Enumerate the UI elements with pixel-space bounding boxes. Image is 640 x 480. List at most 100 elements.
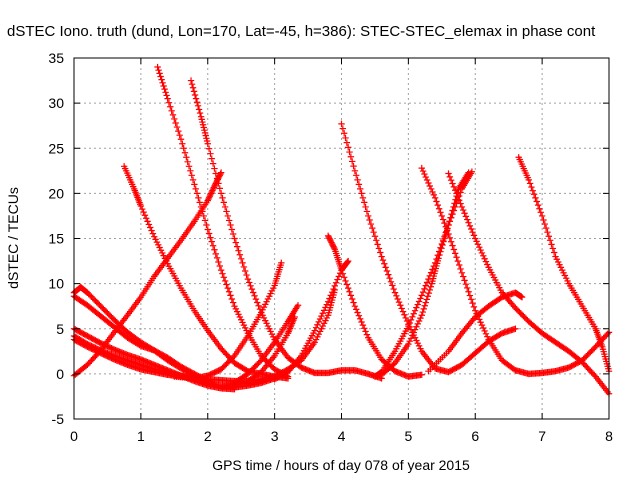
data-point: [421, 170, 428, 178]
data-point: [441, 219, 448, 227]
data-point: [450, 203, 457, 211]
data-point: [397, 302, 404, 309]
data-point: [466, 222, 474, 230]
data-point: [252, 295, 260, 303]
data-point: [192, 95, 200, 102]
data-point: [460, 206, 467, 214]
data-point: [410, 329, 417, 336]
data-point: [228, 295, 236, 303]
data-point: [528, 183, 535, 191]
data-point: [185, 163, 193, 170]
data-point: [332, 279, 340, 286]
data-point: [223, 208, 230, 215]
data-point: [462, 280, 470, 288]
y-tick-label: 10: [48, 276, 64, 292]
data-point: [385, 271, 392, 278]
data-point: [430, 191, 437, 199]
data-point: [169, 111, 177, 119]
data-point: [469, 299, 476, 307]
data-point: [418, 292, 425, 299]
data-point: [207, 191, 214, 199]
series-11: [217, 302, 302, 391]
data-point: [155, 66, 162, 74]
data-point: [375, 245, 383, 252]
data-point: [194, 102, 202, 110]
data-point: [180, 145, 187, 152]
data-point: [209, 185, 217, 193]
data-point: [398, 305, 405, 312]
series-20: [445, 170, 613, 397]
data-point: [221, 203, 229, 211]
data-point: [419, 167, 427, 175]
data-point: [242, 267, 249, 275]
data-point: [454, 257, 462, 265]
data-point: [354, 309, 361, 316]
x-tick-label: 2: [204, 428, 212, 444]
data-point: [343, 139, 351, 146]
x-tick-label: 0: [70, 428, 78, 444]
y-tick-label: 30: [48, 95, 64, 111]
data-point: [224, 284, 232, 292]
data-point: [247, 282, 254, 289]
data-point: [410, 310, 417, 317]
data-point: [225, 217, 233, 224]
data-point: [480, 324, 487, 332]
data-point: [235, 247, 242, 254]
series-19: [418, 164, 613, 378]
data-point: [203, 221, 210, 229]
data-point: [96, 348, 103, 356]
data-point: [458, 269, 466, 276]
series-14: [271, 257, 352, 383]
data-point: [469, 228, 476, 236]
data-point: [156, 70, 163, 77]
data-point: [378, 253, 385, 260]
data-point: [446, 234, 454, 242]
data-point: [215, 258, 222, 266]
y-axis-label: dSTEC / TECUs: [5, 187, 21, 289]
data-point: [477, 319, 484, 326]
data-point: [205, 194, 213, 201]
data-point: [358, 190, 365, 197]
data-point: [526, 180, 534, 187]
data-point: [212, 170, 219, 177]
data-point: [423, 176, 431, 184]
data-point: [465, 219, 472, 226]
data-point: [422, 282, 429, 289]
data-point: [450, 246, 458, 253]
data-point: [209, 242, 217, 249]
data-point: [191, 181, 198, 188]
data-point: [423, 296, 430, 303]
data-point: [381, 260, 388, 267]
data-point: [318, 312, 325, 320]
data-point: [427, 283, 434, 290]
data-point: [208, 155, 215, 162]
data-point: [445, 230, 452, 238]
data-point: [417, 295, 424, 302]
data-point: [243, 271, 250, 279]
data-point: [409, 332, 416, 339]
data-point: [439, 241, 446, 249]
data-point: [464, 284, 471, 292]
data-point: [484, 261, 491, 268]
data-point: [468, 296, 475, 303]
series-12: [231, 313, 298, 389]
data-point: [351, 302, 359, 310]
data-point: [154, 63, 161, 71]
data-point: [149, 230, 157, 237]
data-point: [460, 273, 467, 280]
data-point: [415, 317, 423, 325]
data-point: [442, 231, 449, 239]
data-point: [327, 292, 334, 299]
data-point: [204, 140, 211, 147]
data-point: [391, 289, 399, 296]
data-point: [369, 224, 376, 232]
data-point: [220, 199, 227, 206]
data-point: [442, 223, 450, 230]
data-point: [541, 220, 548, 228]
data-point: [534, 201, 542, 209]
data-point: [433, 198, 440, 205]
data-point: [422, 299, 429, 306]
data-point: [220, 274, 227, 281]
data-point: [389, 282, 396, 289]
